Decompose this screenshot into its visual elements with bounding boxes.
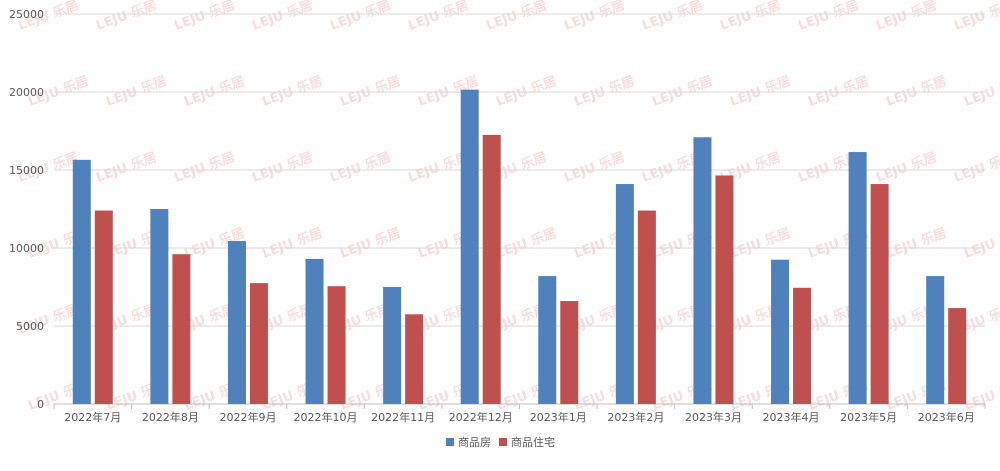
- watermark-text: LEJU 乐居: [494, 73, 559, 110]
- x-tick-label: 2023年4月: [763, 410, 820, 424]
- x-tick-label: 2023年3月: [685, 410, 742, 424]
- watermark-text: LEJU 乐居: [172, 0, 237, 34]
- bar-residential-housing: [560, 301, 579, 404]
- watermark-text: LEJU 乐居: [962, 225, 1000, 262]
- watermark-text: LEJU 乐居: [484, 0, 549, 34]
- bar-commercial-housing: [615, 184, 634, 404]
- watermark-text: LEJU 乐居: [718, 0, 783, 34]
- legend-label: 商品房: [458, 435, 491, 449]
- x-tick-label: 2023年2月: [607, 410, 664, 424]
- watermark-text: LEJU 乐居: [182, 73, 247, 110]
- bar-commercial-housing: [72, 159, 91, 404]
- bar-residential-housing: [249, 283, 268, 404]
- bar-commercial-housing: [771, 259, 790, 404]
- watermark-text: LEJU 乐居: [94, 0, 159, 34]
- bar-residential-housing: [172, 254, 191, 404]
- watermark-text: LEJU 乐居: [884, 225, 949, 262]
- bar-commercial-housing: [693, 137, 712, 405]
- x-tick-label: 2023年5月: [840, 410, 897, 424]
- watermark-text: LEJU 乐居: [728, 73, 793, 110]
- watermark-text: LEJU 乐居: [94, 149, 159, 186]
- x-tick-label: 2023年6月: [918, 410, 975, 424]
- watermark-text: LEJU 乐居: [260, 225, 325, 262]
- bars: [72, 89, 967, 405]
- bar-residential-housing: [405, 314, 424, 404]
- bar-commercial-housing: [460, 89, 479, 404]
- watermark-text: LEJU 乐居: [874, 0, 939, 34]
- x-tick-label: 2022年8月: [142, 410, 199, 424]
- x-tick-label: 2022年9月: [219, 410, 276, 424]
- x-tick-label: 2022年10月: [294, 410, 358, 424]
- legend: 商品房 商品住宅: [446, 435, 555, 449]
- bar-residential-housing: [637, 210, 656, 404]
- y-tick-label: 15000: [9, 164, 44, 177]
- watermark-text: LEJU 乐居: [962, 377, 1000, 414]
- bar-commercial-housing: [926, 276, 945, 404]
- gridlines: [54, 13, 985, 405]
- watermark-text: LEJU 乐居: [250, 149, 315, 186]
- watermark-text: LEJU 乐居: [104, 73, 169, 110]
- watermark-text: LEJU 乐居: [338, 225, 403, 262]
- y-tick-label: 25000: [9, 8, 44, 21]
- watermark-text: LEJU 乐居: [172, 149, 237, 186]
- watermark-text: LEJU 乐居: [728, 225, 793, 262]
- watermark-text: LEJU 乐居: [260, 73, 325, 110]
- y-tick-label: 10000: [9, 242, 44, 255]
- bar-commercial-housing: [305, 258, 324, 404]
- y-tick-label: 5000: [16, 320, 44, 333]
- bar-commercial-housing: [383, 287, 402, 404]
- watermark-text: LEJU 乐居: [962, 73, 1000, 110]
- bar-residential-housing: [948, 308, 967, 404]
- watermark-text: LEJU 乐居: [328, 149, 393, 186]
- x-tick-label: 2022年12月: [449, 410, 513, 424]
- watermark-text: LEJU 乐居: [884, 73, 949, 110]
- y-tick-label: 0: [37, 398, 44, 411]
- watermark-text: LEJU 乐居: [250, 0, 315, 34]
- legend-swatch: [446, 438, 454, 446]
- watermark-text: LEJU 乐居: [640, 0, 705, 34]
- bar-residential-housing: [793, 287, 812, 404]
- watermark-text: LEJU 乐居: [562, 0, 627, 34]
- bar-residential-housing: [870, 184, 889, 404]
- watermark-text: LEJU 乐居: [338, 73, 403, 110]
- y-tick-label: 20000: [9, 86, 44, 99]
- watermark-text: LEJU 乐居: [874, 149, 939, 186]
- watermark-text: LEJU 乐居: [796, 0, 861, 34]
- watermark-text: LEJU 乐居: [406, 0, 471, 34]
- watermark-text: LEJU 乐居: [562, 149, 627, 186]
- x-tick-label: 2022年11月: [371, 410, 435, 424]
- watermark-text: LEJU 乐居: [952, 0, 1000, 34]
- legend-label: 商品住宅: [511, 435, 555, 449]
- x-tick-label: 2022年7月: [64, 410, 121, 424]
- y-axis: 0 5000 10000 15000 20000 25000: [9, 8, 44, 411]
- bar-residential-housing: [94, 210, 113, 404]
- watermark-text: LEJU 乐居: [806, 73, 871, 110]
- bar-commercial-housing: [150, 209, 169, 404]
- watermark-text: LEJU 乐居: [572, 73, 637, 110]
- watermark-text: LEJU 乐居: [494, 225, 559, 262]
- bar-residential-housing: [715, 175, 734, 404]
- watermark-text: LEJU 乐居: [650, 73, 715, 110]
- x-tick-label: 2023年1月: [530, 410, 587, 424]
- bar-residential-housing: [327, 286, 346, 404]
- bar-commercial-housing: [538, 276, 557, 404]
- bar-residential-housing: [482, 134, 501, 404]
- watermark-text: LEJU 乐居: [328, 0, 393, 34]
- bar-commercial-housing: [227, 240, 246, 404]
- x-axis: 2022年7月 2022年8月 2022年9月 2022年10月 2022年11月 202…: [53, 404, 986, 424]
- legend-swatch: [499, 438, 507, 446]
- watermark-text: LEJU 乐居: [952, 149, 1000, 186]
- bar-commercial-housing: [848, 152, 867, 404]
